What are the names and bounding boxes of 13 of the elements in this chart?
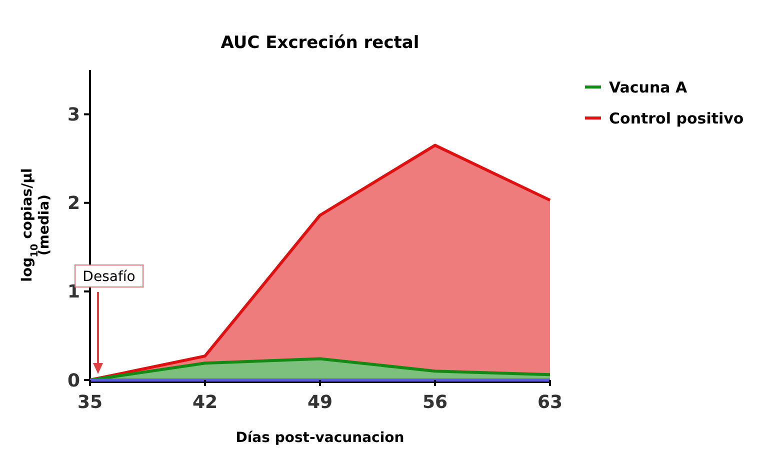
- y-tick-label: 3: [67, 104, 80, 126]
- annotation: Desafío: [82, 269, 136, 285]
- x-tick-label: 63: [537, 392, 563, 413]
- x-axis-title: Días post-vacunacion: [236, 430, 404, 446]
- x-tick-label: 42: [192, 392, 218, 413]
- x-tick-label: 35: [77, 392, 103, 413]
- x-tick-label: 56: [422, 392, 448, 413]
- x-tick-label: 49: [307, 392, 333, 413]
- chart-title: AUC Excreción rectal: [220, 33, 420, 53]
- y-tick-label: 2: [67, 193, 80, 214]
- legend-label: Vacuna A: [609, 78, 688, 96]
- y-tick-label: 0: [67, 370, 80, 392]
- legend-label: Control positivo: [609, 109, 744, 128]
